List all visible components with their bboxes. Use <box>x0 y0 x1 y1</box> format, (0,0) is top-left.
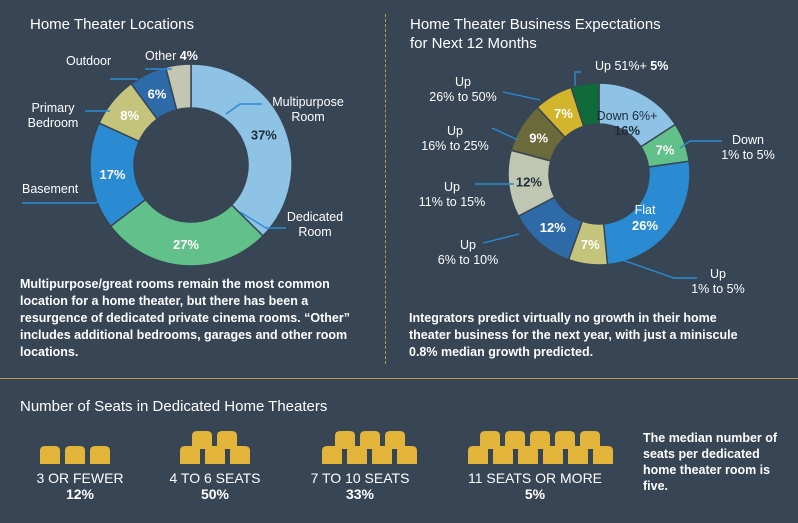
group2-back-seat-icon-1 <box>192 431 212 449</box>
leader-up51 <box>574 71 581 86</box>
expectations-value-label-1: 16% <box>614 123 640 138</box>
group4-front-seat-icon-4 <box>543 446 563 464</box>
label-down1: Down 1% to 5% <box>721 133 775 162</box>
label-other-text: Other <box>145 49 177 63</box>
seat-group-pct-2: 50% <box>200 486 230 502</box>
label-up51: Up 51%+ 5% <box>595 59 668 74</box>
locations-value-label-1: 37% <box>251 127 277 142</box>
group4-back-seat-icon-5 <box>580 431 600 449</box>
group2-front-seat-icon-1 <box>180 446 200 464</box>
locations-slice-6 <box>164 63 192 111</box>
leader-basement <box>22 194 113 204</box>
label-primary: Primary Bedroom <box>27 101 79 130</box>
locations-title: Home Theater Locations <box>30 16 194 33</box>
label-up1: Up 1% to 5% <box>691 267 745 296</box>
leader-down1 <box>679 140 722 149</box>
leader-multipurpose <box>225 103 262 115</box>
vertical-divider <box>385 14 386 364</box>
label-down6: Down 6%+ <box>597 109 658 123</box>
label-outdoor: Outdoor <box>66 54 112 68</box>
group2-front-seat-icon-2 <box>205 446 225 464</box>
group4-front-seat-icon-2 <box>493 446 513 464</box>
group4-back-seat-icon-2 <box>505 431 525 449</box>
leader-up6 <box>482 233 520 244</box>
seat-group-label-4: 11 SEATS OR MORE <box>467 470 603 486</box>
group4-front-seat-icon-6 <box>593 446 613 464</box>
locations-value-label-2: 27% <box>173 237 199 252</box>
group1-seat-icon-1 <box>40 446 60 464</box>
label-multipurpose: Multipurpose Room <box>272 95 344 124</box>
expectations-value-label-7: 9% <box>529 130 548 145</box>
seat-group-label-1: 3 OR FEWER <box>36 470 124 486</box>
seat-group-label-3: 7 TO 10 SEATS <box>310 470 410 486</box>
group4-back-seat-icon-4 <box>555 431 575 449</box>
expectations-value-label-2: 7% <box>656 142 675 157</box>
locations-value-label-4: 8% <box>120 108 139 123</box>
locations-note: Multipurpose/great rooms remain the most… <box>20 277 350 359</box>
group3-back-seat-icon-3 <box>385 431 405 449</box>
group1-seat-icon-3 <box>90 446 110 464</box>
expectations-value-label-3: 26% <box>632 218 658 233</box>
label-up11: Up 11% to 15% <box>418 180 486 209</box>
label-basement: Basement <box>22 182 79 196</box>
leader-dedicated <box>239 211 286 229</box>
expectations-title: Home Theater Business Expectations for N… <box>410 16 661 52</box>
seats-title: Number of Seats in Dedicated Home Theate… <box>20 398 328 415</box>
group1-seat-icon-2 <box>65 446 85 464</box>
expectations-value-label-8: 7% <box>554 106 573 121</box>
expectations-value-label-6: 12% <box>516 175 542 190</box>
label-up51-text: Up 51%+ <box>595 59 647 73</box>
expectations-note: Integrators predict virtually no growth … <box>409 311 738 359</box>
group4-front-seat-icon-1 <box>468 446 488 464</box>
locations-value-label-5: 6% <box>148 87 167 102</box>
group3-front-seat-icon-2 <box>347 446 367 464</box>
group4-front-seat-icon-3 <box>518 446 538 464</box>
locations-slice-1 <box>190 63 293 237</box>
locations-slice-2 <box>109 198 265 267</box>
expectations-slice-9 <box>570 82 600 128</box>
group3-front-seat-icon-4 <box>397 446 417 464</box>
label-dedicated: Dedicated Room <box>286 210 344 239</box>
group4-back-seat-icon-1 <box>480 431 500 449</box>
seat-group-pct-4: 5% <box>524 486 546 502</box>
expectations-value-label-4: 7% <box>581 237 600 252</box>
group3-back-seat-icon-2 <box>360 431 380 449</box>
label-up6: Up 6% to 10% <box>437 238 499 267</box>
seat-group-pct-1: 12% <box>65 486 95 502</box>
label-flat: Flat <box>635 203 656 217</box>
horizontal-divider <box>0 378 798 379</box>
group3-front-seat-icon-1 <box>322 446 342 464</box>
label-up16: Up 16% to 25% <box>421 124 489 153</box>
expectations-value-label-5: 12% <box>540 220 566 235</box>
group2-front-seat-icon-3 <box>230 446 250 464</box>
group4-front-seat-icon-5 <box>568 446 588 464</box>
locations-value-label-3: 17% <box>99 167 125 182</box>
group2-back-seat-icon-2 <box>217 431 237 449</box>
seat-group-label-2: 4 TO 6 SEATS <box>169 470 261 486</box>
label-other-pct: 4% <box>179 49 198 63</box>
label-up26: Up 26% to 50% <box>429 75 497 104</box>
label-up51-pct: 5% <box>650 59 669 73</box>
leader-up26 <box>502 91 541 101</box>
leader-up16 <box>491 127 519 141</box>
group3-back-seat-icon-1 <box>335 431 355 449</box>
group3-front-seat-icon-3 <box>372 446 392 464</box>
seat-group-pct-3: 33% <box>345 486 375 502</box>
group4-back-seat-icon-3 <box>530 431 550 449</box>
label-other: Other 4% <box>145 49 198 64</box>
expectations-slice-3 <box>602 160 691 266</box>
median-note: The median number of seats per dedicated… <box>643 431 778 493</box>
leader-up1 <box>607 254 697 279</box>
